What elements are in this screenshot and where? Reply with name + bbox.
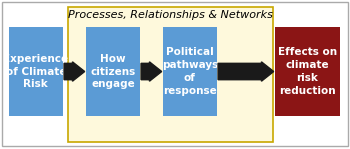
Polygon shape [141,62,162,81]
Text: How
citizens
engage: How citizens engage [90,54,135,89]
FancyBboxPatch shape [163,27,217,116]
FancyBboxPatch shape [68,7,273,142]
Polygon shape [218,62,274,81]
FancyBboxPatch shape [86,27,140,116]
FancyBboxPatch shape [2,2,348,146]
FancyBboxPatch shape [9,27,63,116]
Text: Effects on
climate
risk
reduction: Effects on climate risk reduction [278,47,337,96]
Text: Experience
of Climate
Risk: Experience of Climate Risk [3,54,69,89]
Text: Political
pathways
of
response: Political pathways of response [162,47,218,96]
Polygon shape [64,62,85,81]
Text: Processes, Relationships & Networks: Processes, Relationships & Networks [68,10,273,20]
FancyBboxPatch shape [275,27,340,116]
